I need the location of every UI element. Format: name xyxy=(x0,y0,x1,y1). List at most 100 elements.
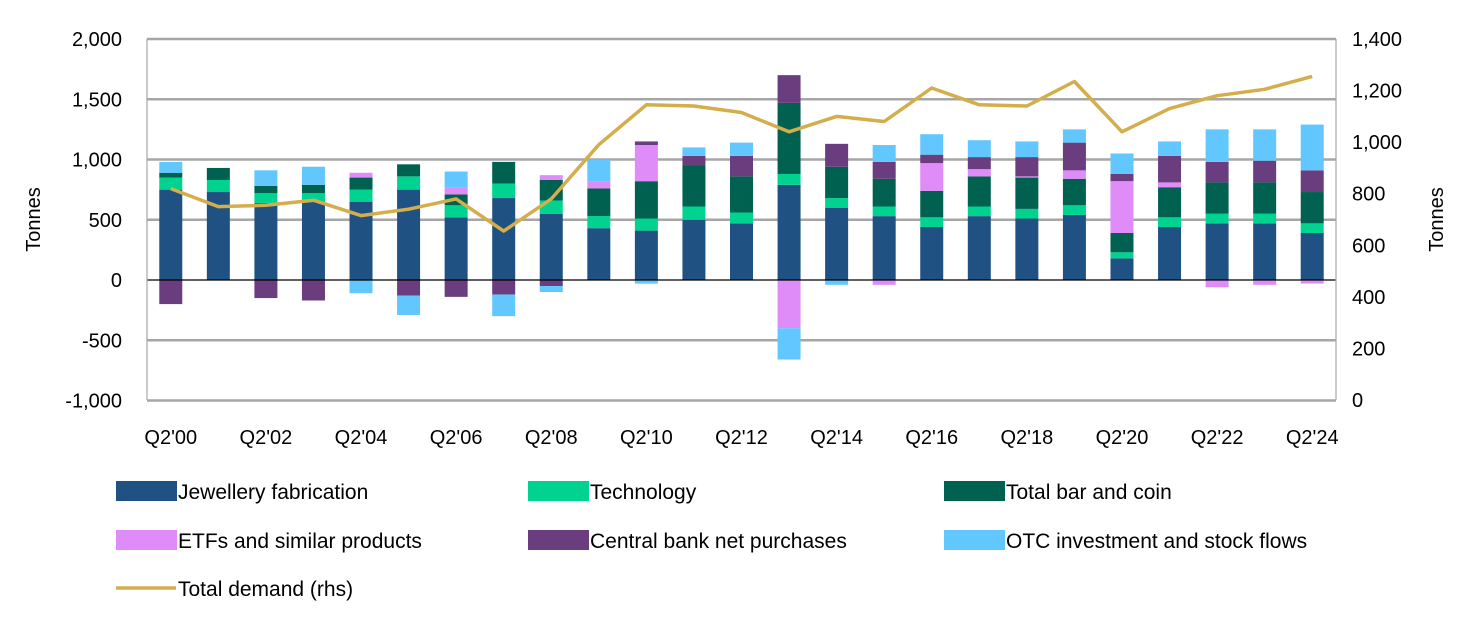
bar-technology xyxy=(920,217,944,227)
bar-etfs-and-similar-products xyxy=(1110,181,1134,234)
bar-otc-investment-and-stock-flows xyxy=(159,161,183,173)
bar-technology xyxy=(1300,223,1324,234)
legend-swatch-central-bank-net-purchases xyxy=(528,530,589,550)
bar-jewellery-fabrication xyxy=(159,189,183,280)
left-tick-label: 0 xyxy=(111,270,122,292)
bar-etfs-and-similar-products xyxy=(444,187,468,195)
bar-jewellery-fabrication xyxy=(825,207,849,280)
bar-etfs-and-similar-products xyxy=(349,172,373,178)
bar-jewellery-fabrication xyxy=(1158,226,1182,280)
bar-jewellery-fabrication xyxy=(1300,233,1324,280)
bar-jewellery-fabrication xyxy=(397,189,421,280)
left-tick-label: 500 xyxy=(89,210,122,232)
bar-jewellery-fabrication xyxy=(492,198,516,280)
bar-jewellery-fabrication xyxy=(444,217,468,280)
bar-total-bar-and-coin xyxy=(539,179,563,201)
bar-total-bar-and-coin xyxy=(1062,178,1086,206)
left-tick-label: 1,000 xyxy=(72,150,122,172)
legend-swatch-otc-investment-and-stock-flows xyxy=(944,530,1005,550)
bar-jewellery-fabrication xyxy=(730,223,753,280)
bar-central-bank-net-purchases xyxy=(397,280,421,296)
bar-etfs-and-similar-products xyxy=(1300,280,1324,284)
bar-technology xyxy=(1158,217,1182,227)
x-tick-label: Q2'04 xyxy=(335,427,388,449)
legend: Jewellery fabrication Technology Total bar… xyxy=(116,481,1307,601)
bar-central-bank-net-purchases xyxy=(492,280,516,295)
legend-swatch-jewellery-fabrication xyxy=(116,481,177,501)
legend-label-central-bank-net-purchases: Central bank net purchases xyxy=(590,530,847,553)
legend-label-total-demand-rhs: Total demand (rhs) xyxy=(178,578,353,601)
bar-etfs-and-similar-products xyxy=(1015,176,1039,178)
bar-jewellery-fabrication xyxy=(634,230,658,280)
right-tick-label: 1,000 xyxy=(1352,132,1402,154)
bar-technology xyxy=(1015,208,1039,219)
bar-otc-investment-and-stock-flows xyxy=(397,295,421,315)
bar-technology xyxy=(397,176,421,190)
bar-otc-investment-and-stock-flows xyxy=(1158,141,1182,156)
bar-total-bar-and-coin xyxy=(1205,182,1229,214)
bar-total-bar-and-coin xyxy=(349,177,373,190)
bar-etfs-and-similar-products xyxy=(1205,280,1229,288)
bar-otc-investment-and-stock-flows xyxy=(1062,129,1086,143)
bar-jewellery-fabrication xyxy=(349,201,373,280)
y2-axis-title: Tonnes xyxy=(1426,187,1448,252)
bar-total-bar-and-coin xyxy=(1158,187,1182,218)
right-tick-label: 200 xyxy=(1352,338,1385,360)
x-tick-label: Q2'22 xyxy=(1191,427,1244,449)
bar-technology xyxy=(206,179,230,193)
bar-central-bank-net-purchases xyxy=(634,141,658,146)
bar-etfs-and-similar-products xyxy=(539,175,563,180)
axes: 2,000 1,500 1,000 500 0 -500 -1,000 1,400 1,200 1… xyxy=(23,29,1448,449)
bar-etfs-and-similar-products xyxy=(777,280,801,329)
legend-label-jewellery-fabrication: Jewellery fabrication xyxy=(178,481,368,504)
x-tick-label: Q2'06 xyxy=(430,427,483,449)
bar-technology xyxy=(444,205,468,218)
bar-otc-investment-and-stock-flows xyxy=(1015,141,1039,158)
bar-otc-investment-and-stock-flows xyxy=(872,145,896,162)
left-tick-label: -500 xyxy=(82,330,122,352)
bar-otc-investment-and-stock-flows xyxy=(587,159,611,182)
bar-jewellery-fabrication xyxy=(920,226,944,280)
x-tick-label: Q2'18 xyxy=(1000,427,1053,449)
bar-central-bank-net-purchases xyxy=(1110,173,1134,182)
x-tick-label: Q2'12 xyxy=(715,427,768,449)
bar-total-bar-and-coin xyxy=(587,188,611,217)
legend-label-etfs-and-similar-products: ETFs and similar products xyxy=(178,530,422,553)
bar-otc-investment-and-stock-flows xyxy=(1253,129,1277,161)
x-tick-label: Q2'16 xyxy=(905,427,958,449)
bar-technology xyxy=(1205,213,1229,224)
bar-central-bank-net-purchases xyxy=(539,280,563,287)
bar-technology xyxy=(634,218,658,231)
bar-jewellery-fabrication xyxy=(1062,214,1086,280)
right-tick-label: 1,200 xyxy=(1352,81,1402,103)
bar-technology xyxy=(1110,252,1134,259)
right-tick-label: 1,400 xyxy=(1352,29,1402,51)
x-tick-label: Q2'20 xyxy=(1096,427,1149,449)
bar-technology xyxy=(730,212,753,224)
bar-otc-investment-and-stock-flows xyxy=(1300,124,1324,171)
bar-jewellery-fabrication xyxy=(1205,223,1229,280)
bar-etfs-and-similar-products xyxy=(872,280,896,285)
bar-otc-investment-and-stock-flows xyxy=(539,286,563,293)
left-tick-label: -1,000 xyxy=(65,391,122,413)
bar-otc-investment-and-stock-flows xyxy=(444,171,468,188)
bar-central-bank-net-purchases xyxy=(730,155,753,177)
legend-label-total-bar-and-coin: Total bar and coin xyxy=(1006,481,1172,504)
bar-otc-investment-and-stock-flows xyxy=(634,280,658,284)
bar-total-bar-and-coin xyxy=(920,190,944,218)
bar-total-bar-and-coin xyxy=(730,176,753,213)
bar-technology xyxy=(587,216,611,229)
bar-jewellery-fabrication xyxy=(1110,258,1134,280)
x-tick-label: Q2'24 xyxy=(1286,427,1339,449)
bar-jewellery-fabrication xyxy=(967,216,991,280)
x-tick-label: Q2'08 xyxy=(525,427,578,449)
bar-central-bank-net-purchases xyxy=(920,154,944,164)
right-tick-label: 0 xyxy=(1352,390,1363,412)
y-axis-title: Tonnes xyxy=(23,187,45,252)
bar-otc-investment-and-stock-flows xyxy=(825,280,849,285)
bar-total-bar-and-coin xyxy=(872,178,896,207)
bar-central-bank-net-purchases xyxy=(1300,170,1324,193)
bars xyxy=(159,75,1324,360)
bar-otc-investment-and-stock-flows xyxy=(920,134,944,155)
